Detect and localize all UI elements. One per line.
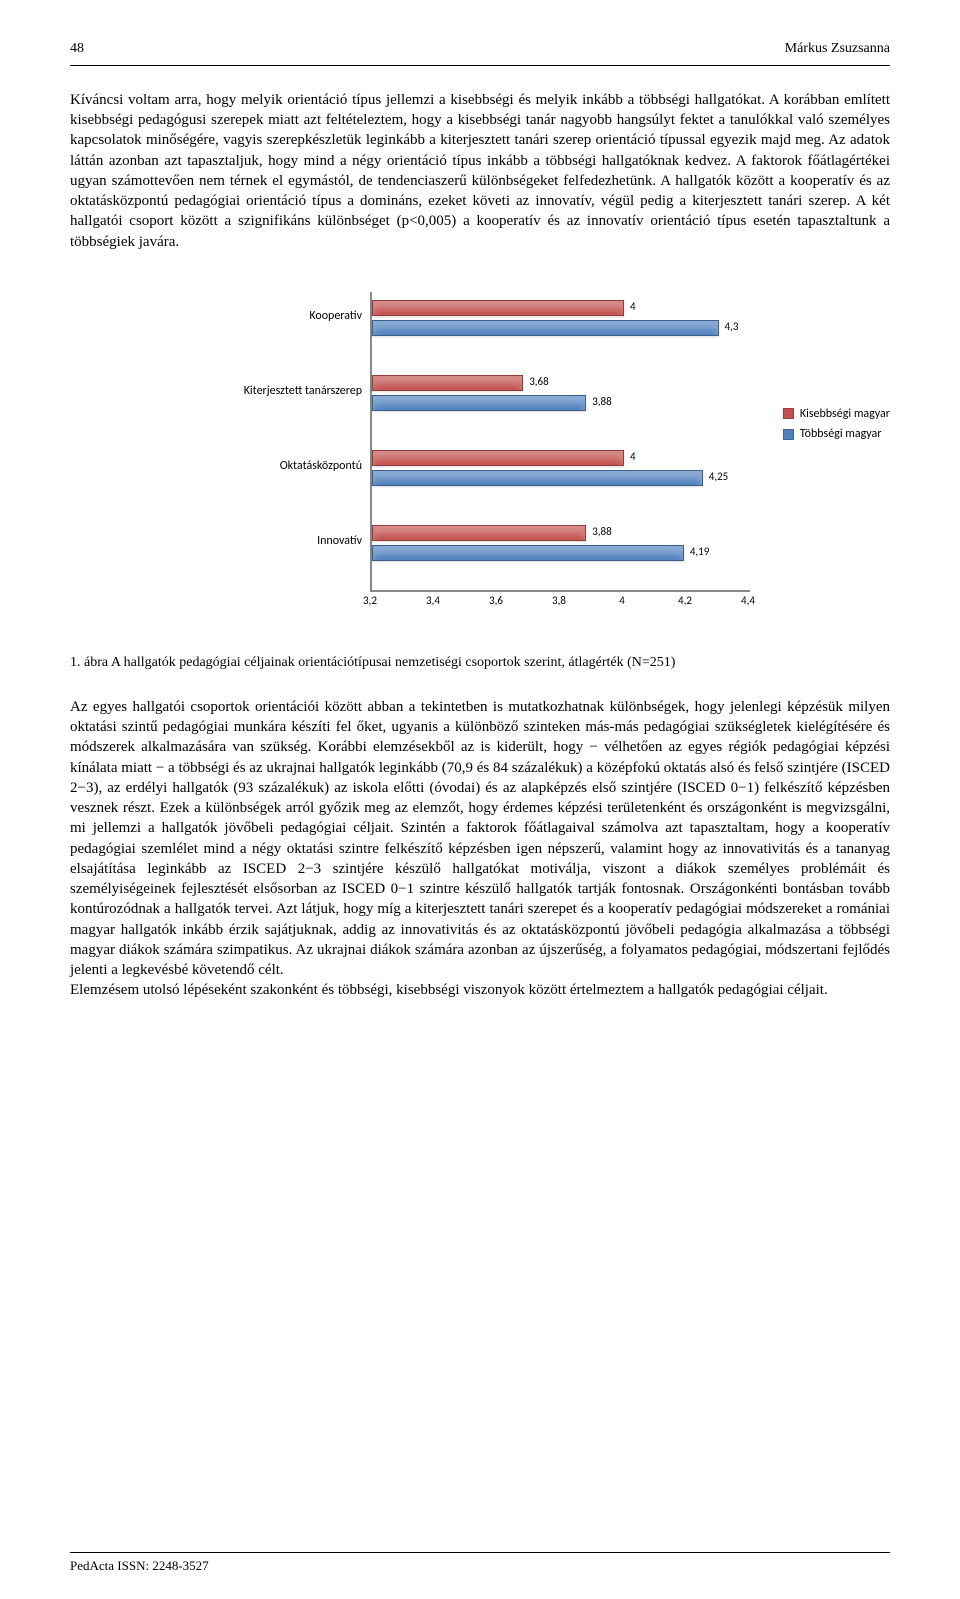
chart-category-label: Innovatív (207, 533, 372, 549)
legend-label: Kisebbségi magyar (800, 406, 890, 422)
orientation-chart: Kooperatív 4 4,3 Kiterjesztett tanárszerep 3… (200, 292, 760, 614)
legend-swatch (783, 429, 794, 440)
chart-category: Innovatív3,884,19 (372, 525, 750, 592)
chart-value-label: 3,88 (592, 525, 611, 540)
chart-category: Oktatásközpontú44,25 (372, 450, 750, 517)
chart-category-label: Kiterjesztett tanárszerep (207, 383, 372, 399)
chart-value-label: 4,3 (725, 320, 739, 335)
x-axis-tick: 3,6 (489, 594, 503, 609)
chart-category: Kooperatív44,3 (372, 300, 750, 367)
chart-value-label: 3,68 (529, 375, 548, 390)
legend-item: Kisebbségi magyar (783, 406, 890, 422)
header-rule (70, 65, 890, 66)
chart-value-label: 4,19 (690, 545, 709, 560)
chart-value-label: 4 (630, 300, 636, 315)
legend-swatch (783, 408, 794, 419)
chart-value-label: 3,88 (592, 395, 611, 410)
chart-bar: 4,3 (372, 320, 738, 336)
chart-value-label: 4 (630, 450, 636, 465)
page-number: 48 (70, 40, 84, 59)
chart-category-label: Oktatásközpontú (207, 458, 372, 474)
x-axis-tick: 3,8 (552, 594, 566, 609)
chart-legend: Kisebbségi magyar Többségi magyar (783, 402, 890, 446)
chart-value-label: 4,25 (709, 470, 728, 485)
paragraph-1: Kíváncsi voltam arra, hogy melyik orient… (70, 90, 890, 252)
figure-caption: 1. ábra A hallgatók pedagógiai céljainak… (70, 654, 890, 673)
chart-bar: 4 (372, 300, 636, 316)
x-axis-tick: 4,2 (678, 594, 692, 609)
paragraph-2: Az egyes hallgatói csoportok orientációi… (70, 697, 890, 981)
chart-bar: 3,88 (372, 395, 612, 411)
x-axis-tick: 4 (619, 594, 625, 609)
chart-category: Kiterjesztett tanárszerep3,683,88 (372, 375, 750, 442)
chart-bar: 4 (372, 450, 636, 466)
page-footer: PedActa ISSN: 2248-3527 (70, 1552, 890, 1575)
x-axis-tick: 4,4 (741, 594, 755, 609)
paragraph-3: Elemzésem utolsó lépéseként szakonként é… (70, 980, 890, 1000)
footer-issn: PedActa ISSN: 2248-3527 (70, 1557, 890, 1575)
chart-bar: 4,25 (372, 470, 728, 486)
chart-bar: 3,68 (372, 375, 549, 391)
x-axis-tick: 3,2 (363, 594, 377, 609)
x-axis-tick: 3,4 (426, 594, 440, 609)
chart-bar: 4,19 (372, 545, 709, 561)
chart-category-label: Kooperatív (207, 308, 372, 324)
header-author: Márkus Zsuzsanna (785, 40, 890, 59)
chart-bar: 3,88 (372, 525, 612, 541)
legend-item: Többségi magyar (783, 426, 890, 442)
legend-label: Többségi magyar (800, 426, 882, 442)
